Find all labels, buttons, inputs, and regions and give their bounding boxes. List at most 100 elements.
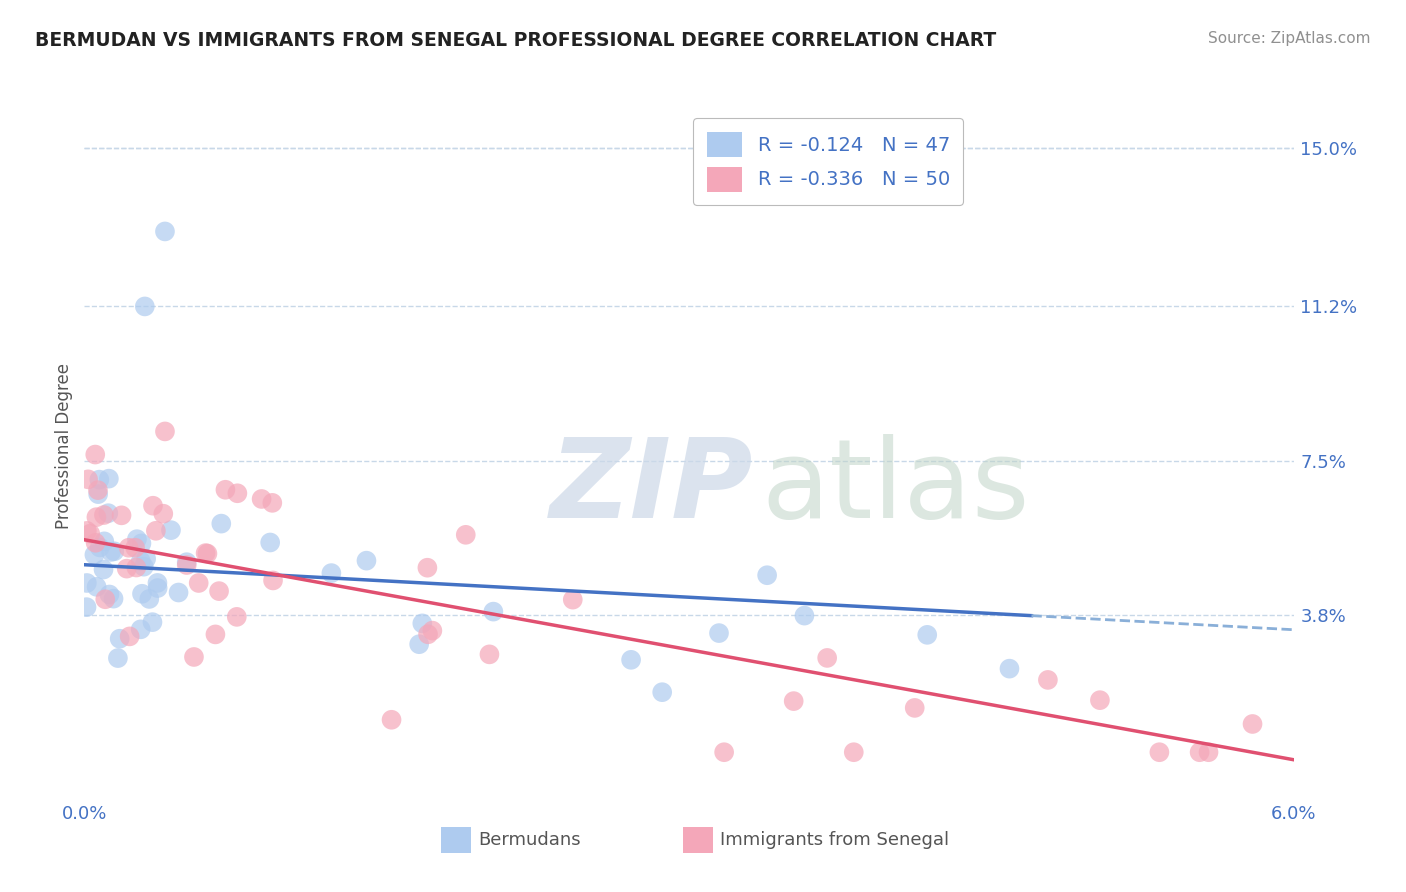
Point xyxy=(262,496,284,510)
Point xyxy=(87,487,110,501)
Point xyxy=(103,544,125,558)
Point xyxy=(84,448,107,462)
Legend: R = -0.124   N = 47, R = -0.336   N = 50: R = -0.124 N = 47, R = -0.336 N = 50 xyxy=(693,119,963,205)
Point xyxy=(118,629,141,643)
Point xyxy=(87,483,110,497)
Point xyxy=(998,662,1021,676)
Point xyxy=(132,559,155,574)
Point xyxy=(93,534,115,549)
Point xyxy=(250,491,273,506)
Point xyxy=(138,591,160,606)
Text: Bermudans: Bermudans xyxy=(478,830,581,849)
Point xyxy=(76,576,98,591)
Point xyxy=(209,516,232,531)
Point xyxy=(84,535,107,549)
Point xyxy=(262,574,284,588)
Point xyxy=(620,653,643,667)
Point xyxy=(129,623,152,637)
Point xyxy=(482,605,505,619)
Point xyxy=(422,624,444,638)
Point xyxy=(194,546,217,560)
Point xyxy=(79,526,101,541)
Point xyxy=(108,632,131,646)
Point xyxy=(478,648,501,662)
Point xyxy=(167,585,190,599)
Point xyxy=(651,685,673,699)
Point xyxy=(131,587,153,601)
Point xyxy=(1198,745,1220,759)
Point xyxy=(86,510,108,524)
Point xyxy=(183,650,205,665)
Point xyxy=(125,560,148,574)
Point xyxy=(416,627,439,641)
Point xyxy=(93,508,115,522)
Point xyxy=(408,637,430,651)
Point xyxy=(97,506,120,520)
Point xyxy=(76,600,98,615)
Point xyxy=(153,224,176,238)
Point xyxy=(141,615,163,629)
Point xyxy=(561,592,583,607)
Point xyxy=(176,558,198,572)
Point xyxy=(89,473,111,487)
Text: ZIP: ZIP xyxy=(550,434,754,541)
Point xyxy=(176,555,198,569)
Point xyxy=(713,745,735,759)
Point xyxy=(187,576,209,591)
Point xyxy=(356,554,378,568)
Point xyxy=(77,472,100,486)
Text: BERMUDAN VS IMMIGRANTS FROM SENEGAL PROFESSIONAL DEGREE CORRELATION CHART: BERMUDAN VS IMMIGRANTS FROM SENEGAL PROF… xyxy=(35,31,997,50)
Point xyxy=(416,560,439,574)
Point xyxy=(125,532,148,546)
Text: Immigrants from Senegal: Immigrants from Senegal xyxy=(720,830,949,849)
Text: Source: ZipAtlas.com: Source: ZipAtlas.com xyxy=(1208,31,1371,46)
Point xyxy=(146,581,169,595)
Point xyxy=(225,610,247,624)
Point xyxy=(131,536,153,550)
Point xyxy=(110,508,132,523)
Point xyxy=(160,523,183,537)
Point xyxy=(411,616,433,631)
Point xyxy=(115,561,138,575)
Point xyxy=(815,651,838,665)
Point xyxy=(915,628,938,642)
Point xyxy=(782,694,804,708)
Point xyxy=(707,626,730,640)
Point xyxy=(93,562,115,576)
Point xyxy=(83,548,105,562)
Point xyxy=(124,541,146,555)
Y-axis label: Professional Degree: Professional Degree xyxy=(55,363,73,529)
Point xyxy=(454,528,477,542)
Text: atlas: atlas xyxy=(762,434,1031,541)
Point xyxy=(89,541,111,555)
Point xyxy=(208,584,231,599)
Point xyxy=(98,587,121,601)
Point xyxy=(321,566,343,580)
Point xyxy=(100,545,122,559)
Point xyxy=(94,592,117,607)
Point xyxy=(134,300,156,314)
Point xyxy=(1088,693,1111,707)
Point xyxy=(756,568,779,582)
Point xyxy=(1241,717,1264,731)
Point xyxy=(86,580,108,594)
Point xyxy=(197,547,219,561)
Point xyxy=(145,524,167,538)
Point xyxy=(118,541,141,555)
FancyBboxPatch shape xyxy=(683,827,713,853)
Point xyxy=(76,524,98,538)
Point xyxy=(142,499,165,513)
Point xyxy=(259,535,281,549)
Point xyxy=(97,472,120,486)
Point xyxy=(103,591,125,606)
Point xyxy=(380,713,402,727)
Point xyxy=(1188,745,1211,759)
Point xyxy=(135,551,157,566)
Point xyxy=(129,554,152,568)
Point xyxy=(152,507,174,521)
Point xyxy=(153,425,176,439)
Point xyxy=(842,745,865,759)
Point xyxy=(1036,673,1059,687)
Point xyxy=(146,575,169,590)
Point xyxy=(904,701,927,715)
